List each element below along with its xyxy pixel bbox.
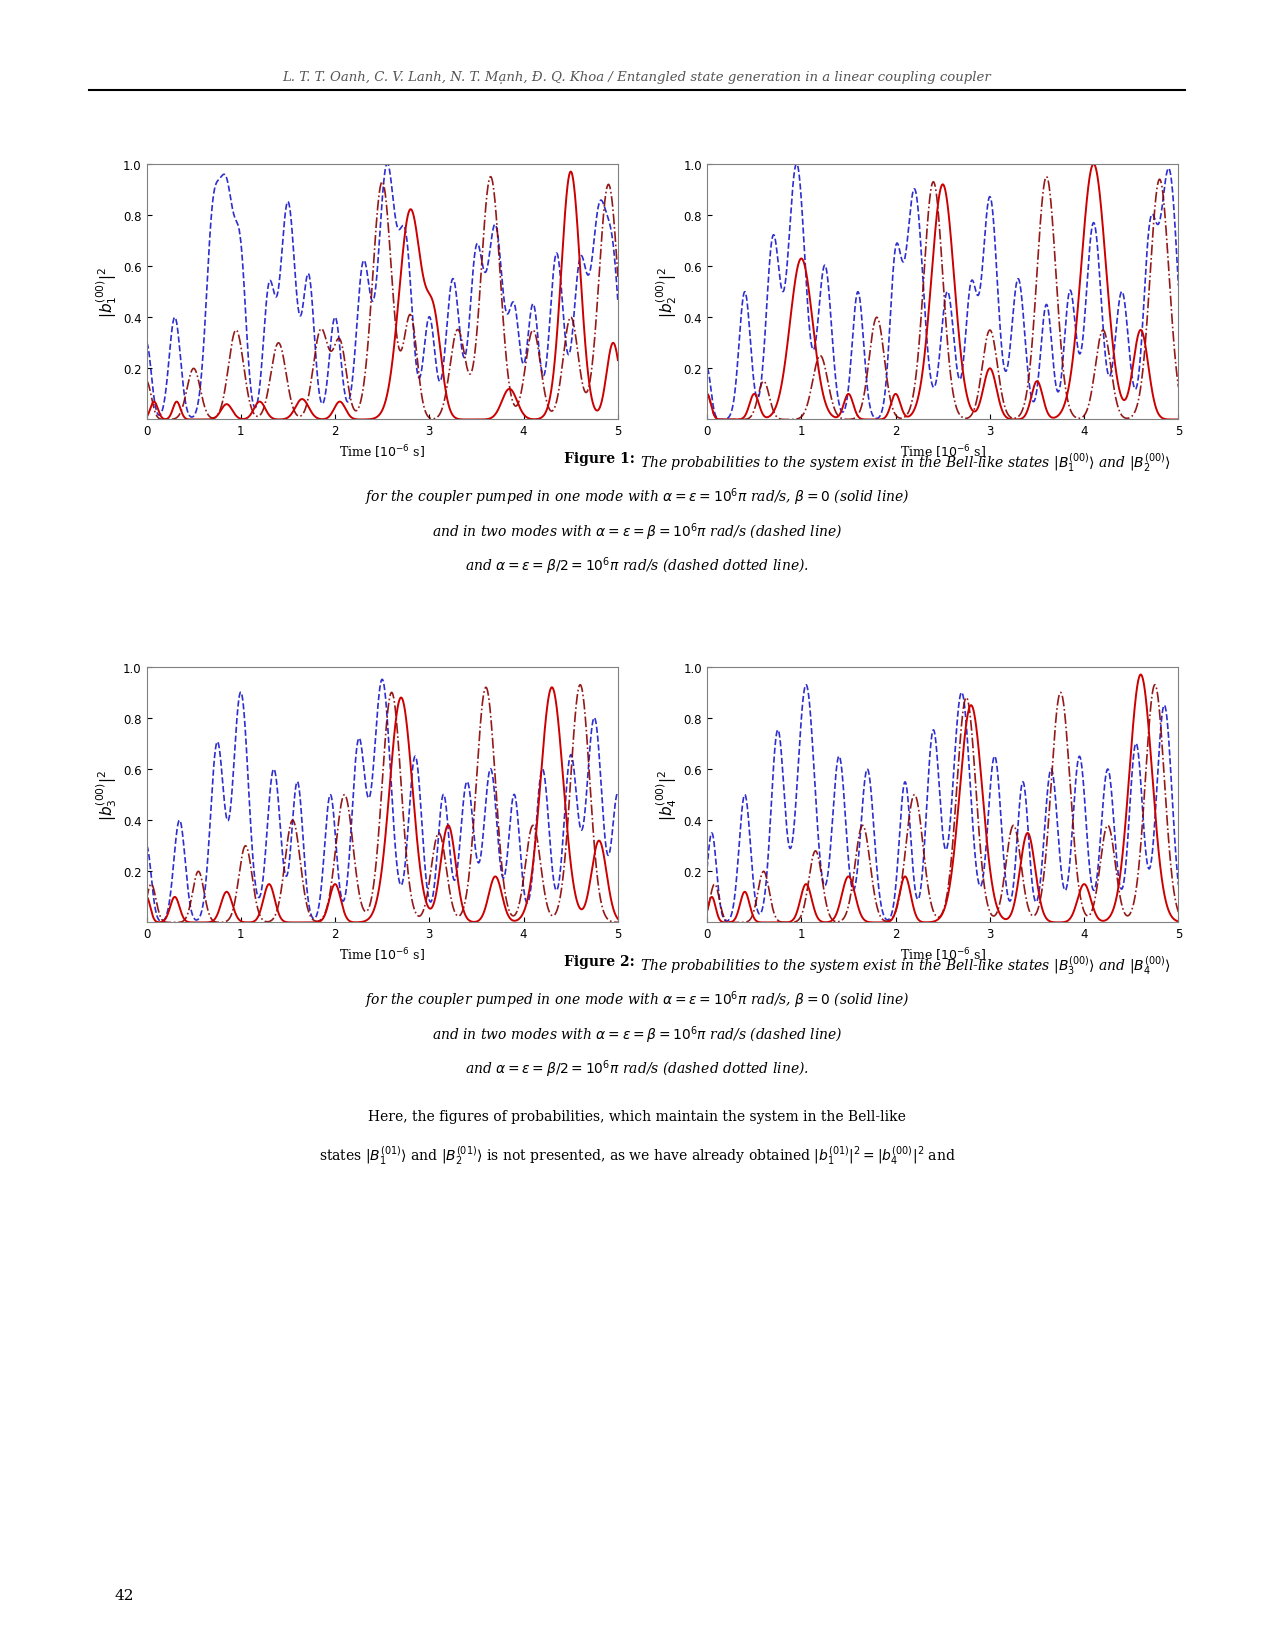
Text: Here, the figures of probabilities, which maintain the system in the Bell-like: Here, the figures of probabilities, whic…: [368, 1109, 906, 1122]
Text: 42: 42: [115, 1589, 134, 1602]
X-axis label: Time $[10^{-6}$ s$]$: Time $[10^{-6}$ s$]$: [339, 443, 426, 461]
X-axis label: Time $[10^{-6}$ s$]$: Time $[10^{-6}$ s$]$: [899, 946, 986, 964]
Text: and $\alpha=\varepsilon=\beta/2=10^6\pi$ rad/s (dashed dotted line).: and $\alpha=\varepsilon=\beta/2=10^6\pi$…: [465, 555, 809, 577]
X-axis label: Time $[10^{-6}$ s$]$: Time $[10^{-6}$ s$]$: [899, 443, 986, 461]
Text: and $\alpha=\varepsilon=\beta/2=10^6\pi$ rad/s (dashed dotted line).: and $\alpha=\varepsilon=\beta/2=10^6\pi$…: [465, 1058, 809, 1079]
Text: The probabilities to the system exist in the Bell-like states $|B_3^{(00)}\rangl: The probabilities to the system exist in…: [640, 954, 1171, 977]
Y-axis label: $|b_1^{(00)}|^2$: $|b_1^{(00)}|^2$: [94, 267, 118, 318]
Text: L. T. T. Oanh, C. V. Lanh, N. T. Mạnh, Đ. Q. Khoa / Entangled state generation i: L. T. T. Oanh, C. V. Lanh, N. T. Mạnh, Đ…: [283, 71, 991, 84]
Text: and in two modes with $\alpha=\varepsilon=\beta=10^6\pi$ rad/s (dashed line): and in two modes with $\alpha=\varepsilo…: [432, 521, 842, 542]
Text: Figure 1:: Figure 1:: [563, 452, 634, 465]
Text: The probabilities to the system exist in the Bell-like states $|B_1^{(00)}\rangl: The probabilities to the system exist in…: [640, 452, 1171, 475]
Text: Figure 2:: Figure 2:: [563, 954, 634, 967]
Text: and in two modes with $\alpha=\varepsilon=\beta=10^6\pi$ rad/s (dashed line): and in two modes with $\alpha=\varepsilo…: [432, 1023, 842, 1045]
Text: for the coupler pumped in one mode with $\alpha=\varepsilon=10^6\pi$ rad/s, $\be: for the coupler pumped in one mode with …: [364, 486, 910, 508]
Y-axis label: $|b_2^{(00)}|^2$: $|b_2^{(00)}|^2$: [655, 267, 679, 318]
X-axis label: Time $[10^{-6}$ s$]$: Time $[10^{-6}$ s$]$: [339, 946, 426, 964]
Text: states $|B_1^{(01)}\rangle$ and $|B_2^{(01)}\rangle$ is not presented, as we hav: states $|B_1^{(01)}\rangle$ and $|B_2^{(…: [318, 1144, 956, 1167]
Y-axis label: $|b_3^{(00)}|^2$: $|b_3^{(00)}|^2$: [94, 770, 118, 821]
Text: for the coupler pumped in one mode with $\alpha=\varepsilon=10^6\pi$ rad/s, $\be: for the coupler pumped in one mode with …: [364, 989, 910, 1010]
Y-axis label: $|b_4^{(00)}|^2$: $|b_4^{(00)}|^2$: [655, 770, 679, 821]
